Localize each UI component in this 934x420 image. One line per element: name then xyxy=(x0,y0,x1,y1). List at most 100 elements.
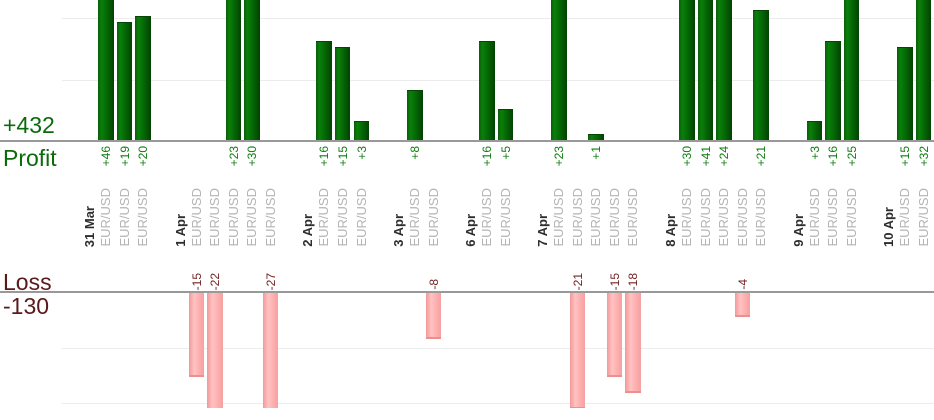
date-label: 9 Apr xyxy=(790,214,806,247)
profit-bar[interactable] xyxy=(225,0,242,140)
date-label: 3 Apr xyxy=(391,214,407,247)
instrument-label: EUR/USD xyxy=(697,188,713,247)
profit-bar[interactable] xyxy=(116,22,133,140)
profit-value-label: +46 xyxy=(99,146,113,167)
date-label: 1 Apr xyxy=(172,214,188,247)
instrument-label: EUR/USD xyxy=(915,188,931,247)
loss-value-label: -15 xyxy=(189,272,204,290)
profit-value-label: +19 xyxy=(117,146,132,167)
profit-value-label: +16 xyxy=(826,146,841,167)
profit-bar[interactable] xyxy=(98,0,114,140)
profit-axis-label: Profit xyxy=(3,145,57,171)
instrument-label: EUR/USD xyxy=(262,188,278,247)
instrument-label: EUR/USD xyxy=(753,188,769,247)
profit-value-label: +16 xyxy=(480,146,495,167)
instrument-label: EUR/USD xyxy=(606,188,622,247)
profit-bar[interactable] xyxy=(588,133,604,140)
profit-bar[interactable] xyxy=(753,9,769,140)
profit-value-label: +16 xyxy=(317,146,332,167)
profit-bar[interactable] xyxy=(353,121,369,140)
instrument-label: EUR/USD xyxy=(425,188,441,247)
profit-bar[interactable] xyxy=(479,40,495,140)
profit-bar[interactable] xyxy=(825,40,841,140)
profit-bar[interactable] xyxy=(551,0,567,140)
date-label: 10 Apr xyxy=(881,207,897,247)
instrument-label: EUR/USD xyxy=(225,188,241,247)
instrument-label: EUR/USD xyxy=(98,188,113,247)
loss-value-label: -27 xyxy=(263,272,278,290)
loss-bar[interactable] xyxy=(569,293,586,408)
date-label: 2 Apr xyxy=(300,214,316,247)
instrument-label: EUR/USD xyxy=(716,188,732,247)
profit-bar[interactable] xyxy=(915,0,932,140)
loss-axis-label: Loss xyxy=(3,269,52,295)
gridline xyxy=(62,18,934,19)
loss-total-label: -130 xyxy=(3,293,50,319)
profit-bar[interactable] xyxy=(334,47,351,140)
gridline xyxy=(62,80,934,81)
instrument-label: EUR/USD xyxy=(734,188,750,247)
loss-value-label: -21 xyxy=(570,272,585,290)
profit-bar[interactable] xyxy=(316,40,332,140)
instrument-label: EUR/USD xyxy=(679,188,694,247)
profit-bar[interactable] xyxy=(244,0,260,140)
profit-value-label: +30 xyxy=(245,146,260,167)
profit-value-label: +41 xyxy=(698,146,713,167)
profit-value-label: +3 xyxy=(807,146,822,160)
loss-bar[interactable] xyxy=(207,293,223,408)
date-label: 7 Apr xyxy=(535,214,551,247)
loss-value-label: -15 xyxy=(607,272,622,290)
profit-bar[interactable] xyxy=(497,109,514,140)
profit-value-label: +24 xyxy=(717,146,732,167)
loss-bar[interactable] xyxy=(262,293,279,408)
profit-bar[interactable] xyxy=(716,0,732,140)
profit-bar[interactable] xyxy=(407,90,423,140)
gridline xyxy=(62,403,934,404)
date-label: 6 Apr xyxy=(463,214,479,247)
loss-bar[interactable] xyxy=(606,293,623,377)
loss-value-label: -8 xyxy=(426,279,441,290)
loss-bar[interactable] xyxy=(425,293,442,339)
profit-bar[interactable] xyxy=(135,16,151,140)
instrument-label: EUR/USD xyxy=(135,188,151,247)
loss-value-label: -18 xyxy=(626,272,641,290)
loss-value-label: -4 xyxy=(735,279,750,290)
profit-bar[interactable] xyxy=(843,0,860,140)
instrument-label: EUR/USD xyxy=(244,188,260,247)
profit-value-label: +32 xyxy=(916,146,931,167)
profit-value-label: +1 xyxy=(589,146,604,160)
loss-bar[interactable] xyxy=(734,293,751,317)
profit-bar[interactable] xyxy=(806,121,823,140)
profit-total-label: +432 xyxy=(3,112,55,138)
profit-value-label: +30 xyxy=(680,146,694,167)
loss-bar[interactable] xyxy=(625,293,641,394)
instrument-label: EUR/USD xyxy=(843,188,859,247)
profit-bar[interactable] xyxy=(679,0,695,140)
profit-value-label: +8 xyxy=(408,146,423,160)
instrument-label: EUR/USD xyxy=(353,188,369,247)
profit-value-label: +15 xyxy=(898,146,913,167)
instrument-label: EUR/USD xyxy=(551,188,567,247)
instrument-label: EUR/USD xyxy=(588,188,604,247)
profit-plot-area xyxy=(0,0,934,142)
profit-value-label: +3 xyxy=(354,146,369,160)
instrument-label: EUR/USD xyxy=(116,188,132,247)
instrument-label: EUR/USD xyxy=(569,188,585,247)
loss-value-label: -22 xyxy=(208,272,223,290)
profit-bar[interactable] xyxy=(897,47,913,140)
profit-value-label: +23 xyxy=(226,146,241,167)
profit-value-label: +20 xyxy=(136,146,151,167)
instrument-label: EUR/USD xyxy=(407,188,423,247)
profit-value-label: +21 xyxy=(754,146,769,167)
instrument-label: EUR/USD xyxy=(334,188,350,247)
instrument-label: EUR/USD xyxy=(897,188,913,247)
profit-bar[interactable] xyxy=(697,0,714,140)
instrument-label: EUR/USD xyxy=(316,188,332,247)
profit-value-label: +25 xyxy=(844,146,859,167)
profit-value-label: +23 xyxy=(552,146,567,167)
instrument-label: EUR/USD xyxy=(625,188,641,247)
instrument-label: EUR/USD xyxy=(806,188,822,247)
date-label: 8 Apr xyxy=(663,214,678,247)
loss-bar[interactable] xyxy=(188,293,205,377)
